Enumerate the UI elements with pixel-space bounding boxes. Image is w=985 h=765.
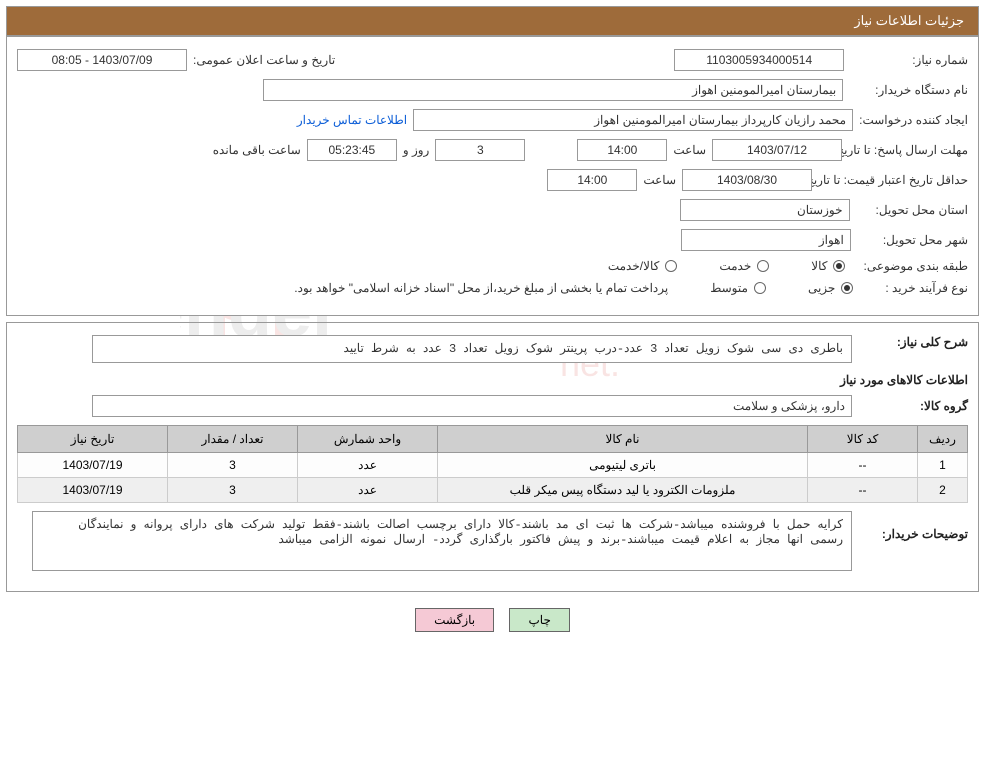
need-number-field: 1103005934000514: [674, 49, 844, 71]
goods-group-label: گروه کالا:: [858, 399, 968, 413]
requester-field: محمد رازیان کارپرداز بیمارستان امیرالموم…: [413, 109, 853, 131]
days-remain-field: 3: [435, 139, 525, 161]
hour-label-2: ساعت: [643, 173, 676, 187]
back-button[interactable]: بازگشت: [415, 608, 494, 632]
cell-code: --: [808, 478, 918, 503]
buyer-org-label: نام دستگاه خریدار:: [875, 83, 968, 97]
th-qty: تعداد / مقدار: [168, 426, 298, 453]
announce-date-label: تاریخ و ساعت اعلان عمومی:: [193, 53, 335, 67]
subject-class-label: طبقه بندی موضوعی:: [863, 259, 968, 273]
buyer-notes-field[interactable]: [32, 511, 852, 571]
radio-service[interactable]: [757, 260, 769, 272]
th-code: کد کالا: [808, 426, 918, 453]
cell-code: --: [808, 453, 918, 478]
need-desc-field[interactable]: [92, 335, 852, 363]
table-row: 2 -- ملزومات الکترود یا لید دستگاه پیس م…: [18, 478, 968, 503]
cell-row: 2: [918, 478, 968, 503]
subject-radio-group: کالا خدمت کالا/خدمت: [608, 259, 846, 273]
goods-service-label: کالا/خدمت: [608, 259, 659, 273]
details-panel: شماره نیاز: 1103005934000514 تاریخ و ساع…: [6, 36, 979, 316]
price-validity-hour-field: 14:00: [547, 169, 637, 191]
need-desc-label: شرح کلی نیاز:: [858, 335, 968, 349]
deadline-date-field: 1403/07/12: [712, 139, 842, 161]
price-validity-date-field: 1403/08/30: [682, 169, 812, 191]
goods-table: ردیف کد کالا نام کالا واحد شمارش تعداد /…: [17, 425, 968, 503]
province-label: استان محل تحویل:: [876, 203, 968, 217]
cell-name: ملزومات الکترود یا لید دستگاه پیس میکر ق…: [438, 478, 808, 503]
buyer-notes-label: توضیحات خریدار:: [858, 511, 968, 541]
print-button[interactable]: چاپ: [509, 608, 569, 632]
panel-title: جزئیات اطلاعات نیاز: [6, 6, 979, 36]
th-unit: واحد شمارش: [298, 426, 438, 453]
radio-partial[interactable]: [841, 282, 853, 294]
th-date: تاریخ نیاز: [18, 426, 168, 453]
goods-section: شرح کلی نیاز: اطلاعات کالاهای مورد نیاز …: [6, 322, 979, 592]
goods-info-label: اطلاعات کالاهای مورد نیاز: [840, 373, 968, 387]
radio-medium[interactable]: [754, 282, 766, 294]
deadline-label: مهلت ارسال پاسخ: تا تاریخ:: [848, 143, 968, 157]
goods-group-field: دارو، پزشکی و سلامت: [92, 395, 852, 417]
hours-remain-label: ساعت باقی مانده: [213, 143, 301, 157]
radio-goods[interactable]: [833, 260, 845, 272]
cell-qty: 3: [168, 453, 298, 478]
radio-goods-service[interactable]: [665, 260, 677, 272]
goods-label: کالا: [811, 259, 827, 273]
deadline-hour-field: 14:00: [577, 139, 667, 161]
need-number-label: شماره نیاز:: [912, 53, 968, 67]
announce-date-field: 1403/07/09 - 08:05: [17, 49, 187, 71]
cell-qty: 3: [168, 478, 298, 503]
purchase-radio-group: جزیی متوسط: [710, 281, 853, 295]
province-field: خوزستان: [680, 199, 850, 221]
partial-label: جزیی: [808, 281, 835, 295]
th-row: ردیف: [918, 426, 968, 453]
countdown-field: 05:23:45: [307, 139, 397, 161]
cell-unit: عدد: [298, 478, 438, 503]
cell-date: 1403/07/19: [18, 478, 168, 503]
cell-unit: عدد: [298, 453, 438, 478]
cell-row: 1: [918, 453, 968, 478]
days-and-label: روز و: [403, 143, 430, 157]
city-label: شهر محل تحویل:: [883, 233, 968, 247]
service-label: خدمت: [719, 259, 751, 273]
cell-date: 1403/07/19: [18, 453, 168, 478]
hour-label-1: ساعت: [673, 143, 706, 157]
table-row: 1 -- باتری لیتیومی عدد 3 1403/07/19: [18, 453, 968, 478]
price-validity-label: حداقل تاریخ اعتبار قیمت: تا تاریخ:: [818, 173, 968, 187]
medium-label: متوسط: [710, 281, 748, 295]
contact-link[interactable]: اطلاعات تماس خریدار: [297, 113, 407, 127]
th-name: نام کالا: [438, 426, 808, 453]
cell-name: باتری لیتیومی: [438, 453, 808, 478]
requester-label: ایجاد کننده درخواست:: [859, 113, 968, 127]
city-field: اهواز: [681, 229, 851, 251]
payment-note: پرداخت تمام یا بخشی از مبلغ خرید،از محل …: [294, 281, 668, 295]
buyer-org-field: بیمارستان امیرالمومنین اهواز: [263, 79, 843, 101]
purchase-type-label: نوع فرآیند خرید :: [885, 281, 968, 295]
button-bar: چاپ بازگشت: [0, 598, 985, 642]
